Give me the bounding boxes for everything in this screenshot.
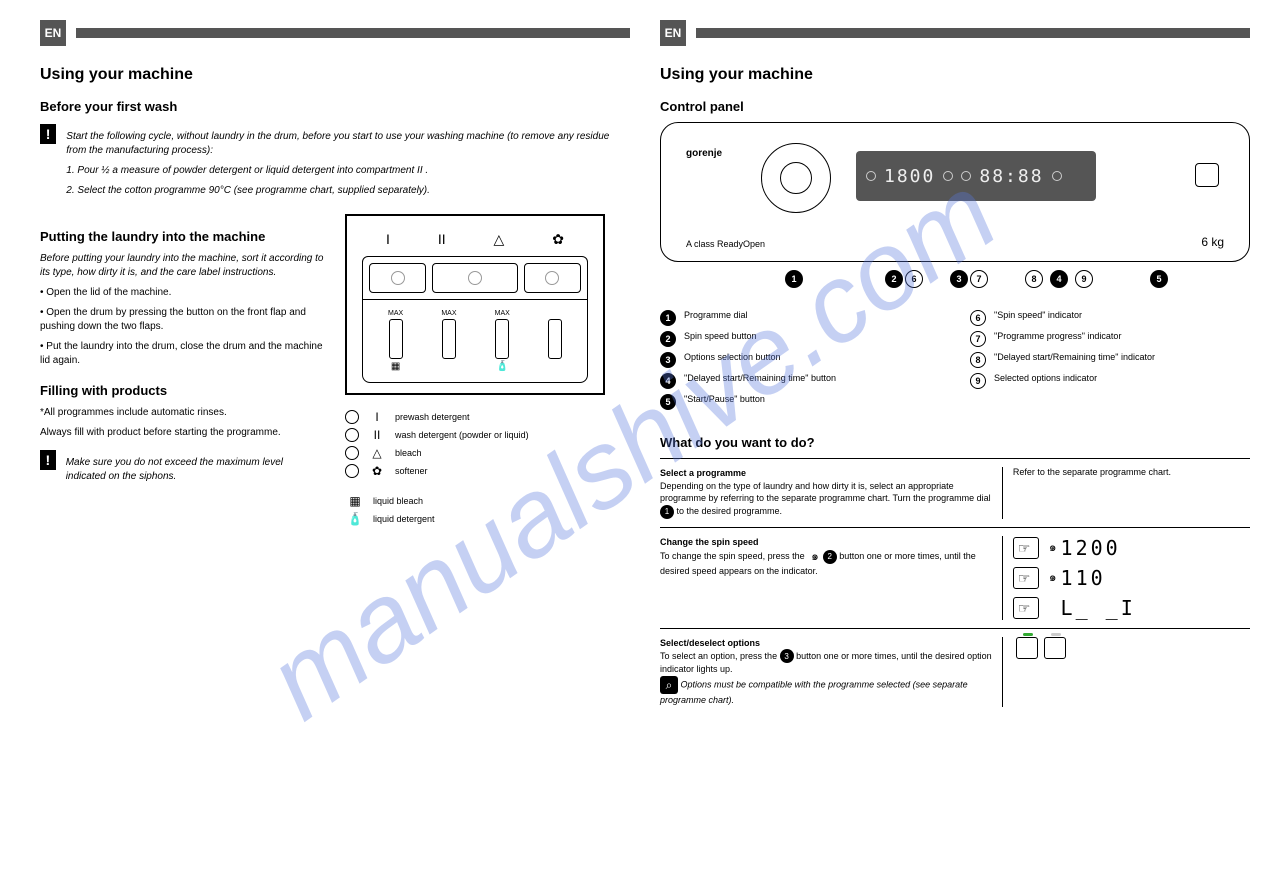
disp-btn-3 [961,171,971,181]
qa3-text: To select an option, press the 3 button … [660,651,992,675]
warning-icon: ! [40,124,56,144]
legend-bleach: △bleach [345,446,630,460]
display-time: 88:88 [979,166,1043,187]
qa1-result: Refer to the separate programme chart. [1002,467,1250,519]
qa3-q: Select/deselect options [660,638,760,648]
legend-softener: ✿softener [345,464,630,478]
symbol-prewash: I [386,231,390,248]
detergent-bottom: MAX▦ MAX MAX🧴 [362,300,588,383]
load-step1: • Open the lid of the machine. [40,286,325,300]
qa-section: What do you want to do? Select a program… [660,435,1250,715]
callout-8: 8 [1025,270,1043,288]
liq-slot-2: MAX [441,310,456,372]
right-title: Using your machine [660,66,1250,84]
qa2-result: ๑1200 ๑110 ๑L_ _I [1002,536,1250,620]
subtitle-load: Putting the laundry into the machine [40,229,325,244]
warning-icon: ! [40,450,56,470]
right-header: EN [660,20,1250,46]
qa-row-2: Change the spin speed To change the spin… [660,527,1250,628]
legend-liquid-bleach: ▦liquid bleach [345,494,630,508]
hand-icon [1013,537,1039,559]
callout-1: 1 [785,270,803,288]
page-lang-box: EN [660,20,686,46]
detergent-symbols: I II △ ✿ [362,231,588,248]
callout-4: 4 [1050,270,1068,288]
first-wash-step1: 1. Pour ½ a measure of powder detergent … [66,164,630,178]
start-button-shape [1195,163,1219,187]
header-rule [76,28,630,38]
callout-row: 1 2 6 3 7 8 4 9 5 [660,270,1250,300]
header-rule [696,28,1250,38]
subtitle-first-wash: Before your first wash [40,99,630,114]
load-step2: • Open the drum by pressing the button o… [40,306,325,334]
left-title: Using your machine [40,66,630,84]
qa3-note: Options must be compatible with the prog… [660,679,968,705]
disp-btn-1 [866,171,876,181]
page-lang-box: EN [40,20,66,46]
magnifier-icon: ⌕ [660,676,678,694]
control-panel-diagram: gorenje A class ReadyOpen 6 kg 1800 88:8… [660,122,1250,262]
qa1-q: Select a programme [660,468,746,478]
fill-note1: *All programmes include automatic rinses… [40,406,325,420]
disp-btn-2 [943,171,953,181]
left-page: EN Using your machine Before your first … [40,20,630,530]
first-wash-text: Start the following cycle, without laund… [66,130,630,158]
left-col-load: Putting the laundry into the machine Bef… [40,214,325,530]
callout-2: 2 [885,270,903,288]
panel-brand: gorenje [686,148,722,159]
panel-kg: 6 kg [1201,235,1224,249]
panel-class: A class ReadyOpen [686,239,765,249]
qa-row-1: Select a programme Depending on the type… [660,458,1250,527]
detergent-top-cups [362,256,588,300]
qa2-q: Change the spin speed [660,537,759,547]
legend-wash: IIwash detergent (powder or liquid) [345,428,630,442]
legend-prewash: Iprewash detergent [345,410,630,424]
left-header: EN [40,20,630,46]
cup-prewash [369,263,426,293]
qa3-result [1002,637,1250,707]
programme-dial [761,143,831,213]
liq-slot-1: MAX▦ [388,310,403,372]
option-on-icon [1016,637,1038,659]
symbol-wash: II [438,231,446,248]
fill-note2: Always fill with product before starting… [40,426,325,440]
callout-6: 6 [905,270,923,288]
warning-first-wash: ! Start the following cycle, without lau… [40,124,630,204]
disp-btn-4 [1052,171,1062,181]
subtitle-panel: Control panel [660,99,1250,114]
liq-slot-4 [548,310,562,372]
qa-title: What do you want to do? [660,435,1250,450]
first-wash-step2: 2. Select the cotton programme 90°C (see… [66,184,630,198]
warn-max: Make sure you do not exceed the maximum … [66,456,325,484]
display-speed: 1800 [884,166,935,187]
callout-3: 3 [950,270,968,288]
qa2-text: To change the spin speed, press the ๑2 b… [660,551,976,576]
symbol-bleach: △ [494,231,505,248]
left-col-detergent: I II △ ✿ MAX▦ MAX MAX🧴 Ipre [345,214,630,530]
panel-legend: 1Programme dial 2Spin speed button 3Opti… [660,310,1250,415]
hand-icon [1013,567,1039,589]
legend-liquid-det: 🧴liquid detergent [345,512,630,526]
display: 1800 88:88 [856,151,1096,201]
right-page: EN Using your machine Control panel gore… [660,20,1250,715]
warning-maxlevel: ! Make sure you do not exceed the maximu… [40,450,325,490]
warn-sort: Before putting your laundry into the mac… [40,252,325,280]
cup-softener [524,263,581,293]
option-off-icon [1044,637,1066,659]
callout-9: 9 [1075,270,1093,288]
subtitle-fill: Filling with products [40,383,325,398]
qa1-text: Depending on the type of laundry and how… [660,481,991,517]
detergent-diagram: I II △ ✿ MAX▦ MAX MAX🧴 [345,214,605,395]
load-step3: • Put the laundry into the drum, close t… [40,340,325,368]
hand-icon [1013,597,1039,619]
liq-slot-3: MAX🧴 [495,310,510,372]
qa-row-3: Select/deselect options To select an opt… [660,628,1250,715]
symbol-softener: ✿ [552,231,564,248]
callout-7: 7 [970,270,988,288]
cup-wash [432,263,517,293]
callout-5: 5 [1150,270,1168,288]
